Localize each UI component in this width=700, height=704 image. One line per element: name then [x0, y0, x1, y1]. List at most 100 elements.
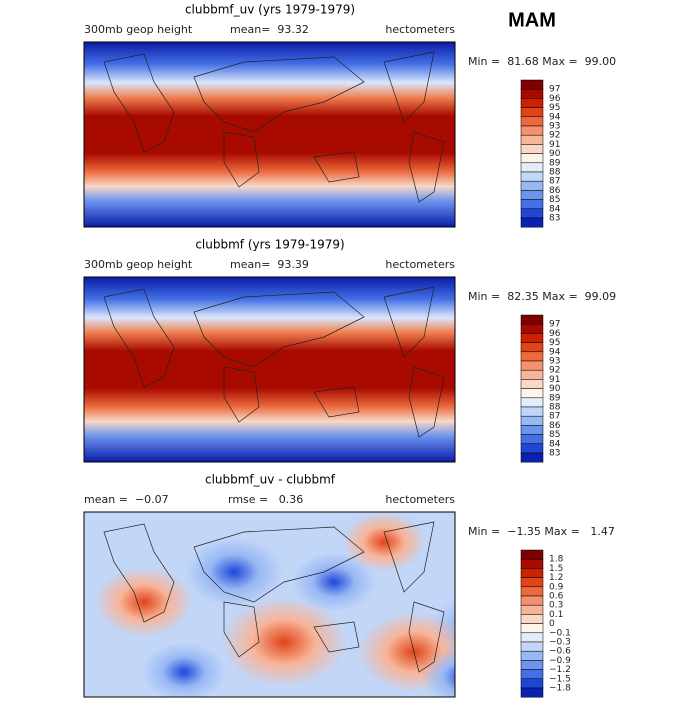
colorbar-box — [520, 623, 544, 634]
colorbar-box — [520, 443, 544, 454]
colorbar-label: 89 — [549, 158, 561, 168]
coastline — [103, 521, 445, 673]
colorbar-box — [520, 180, 544, 191]
panel-title: clubbmf_uv - clubbmf — [205, 473, 336, 487]
colorbar-label: 95 — [549, 103, 560, 113]
colorbar-box — [520, 107, 544, 118]
colorbar-box — [520, 660, 544, 670]
colorbar-label: 96 — [549, 94, 561, 104]
colorbar-label: 0.9 — [549, 582, 564, 592]
colorbar-box — [520, 171, 544, 182]
colorbar-label: 89 — [549, 393, 561, 403]
colorbar-label: 91 — [549, 140, 560, 150]
colorbar-box — [520, 314, 544, 325]
coastline — [103, 286, 445, 438]
colorbar-box — [520, 406, 544, 417]
colorbar-label: 97 — [549, 85, 560, 95]
colorbar-label: 94 — [549, 347, 561, 357]
colorbar-box — [520, 687, 544, 698]
colorbar-label: 97 — [549, 320, 560, 330]
colorbar-box — [520, 614, 544, 624]
colorbar-box — [520, 434, 544, 445]
anomaly — [221, 597, 347, 687]
colorbar-box — [520, 369, 544, 380]
colorbar-box — [520, 351, 544, 362]
colorbar-box — [520, 162, 544, 173]
colorbar-label: 83 — [549, 449, 560, 459]
colorbar-label: 0 — [549, 619, 555, 629]
panel-middle-label: rmse = 0.36 — [228, 493, 303, 506]
colorbar-label: 88 — [549, 168, 561, 178]
colorbar-label: 1.5 — [549, 564, 563, 574]
colorbar-box — [520, 586, 544, 597]
panel-range: Min = 81.68 Max = 99.00 — [468, 55, 616, 68]
colorbar-box — [520, 323, 544, 334]
colorbar-box — [520, 604, 544, 615]
colorbar-box — [520, 134, 544, 145]
colorbar-box — [520, 415, 544, 426]
panel-units: hectometers — [385, 23, 455, 36]
colorbar-label: −1.2 — [549, 665, 571, 675]
colorbar-box — [520, 452, 544, 463]
colorbar-label: 86 — [549, 421, 561, 431]
colorbar-box — [520, 558, 544, 569]
colorbar-label: 84 — [549, 439, 561, 449]
panel-range: Min = −1.35 Max = 1.47 — [468, 525, 615, 538]
anomalies — [95, 512, 455, 697]
map — [83, 511, 456, 698]
map-frame — [83, 276, 456, 463]
colorbar-label: 85 — [549, 430, 560, 440]
colorbar-box — [520, 190, 544, 200]
colorbar-label: 0.1 — [549, 610, 563, 620]
colorbar-label: 91 — [549, 375, 560, 385]
panel-units: hectometers — [385, 493, 455, 506]
colorbar-label: 83 — [549, 214, 560, 224]
season-title: MAM — [508, 9, 556, 31]
anomaly — [422, 647, 455, 697]
panel-range: Min = 82.35 Max = 99.09 — [468, 290, 616, 303]
colorbar-box — [520, 360, 544, 371]
colorbar-label: 87 — [549, 412, 560, 422]
anomaly — [95, 567, 193, 637]
colorbar-label: 96 — [549, 329, 561, 339]
map-frame — [83, 511, 456, 698]
anomaly — [342, 512, 426, 572]
panel-left-label: 300mb geop height — [84, 23, 193, 36]
colorbar-box — [520, 577, 544, 588]
colorbar-label: 93 — [549, 357, 560, 367]
map — [83, 41, 456, 228]
colorbar-label: 90 — [549, 149, 561, 159]
colorbar-box — [520, 98, 544, 108]
colorbar-label: −0.3 — [549, 638, 571, 648]
panel-title: clubbmf (yrs 1979-1979) — [195, 238, 344, 252]
colorbar-box — [520, 208, 544, 219]
colorbar-label: 92 — [549, 366, 560, 376]
panel-left-label: 300mb geop height — [84, 258, 193, 271]
colorbar-box — [520, 425, 544, 435]
map — [83, 276, 456, 463]
map-frame — [83, 41, 456, 228]
colorbar-box — [520, 549, 544, 560]
colorbar-label: 86 — [549, 186, 561, 196]
colorbar-label: 94 — [549, 112, 561, 122]
colorbar-box — [520, 641, 544, 652]
panel-title: clubbmf_uv (yrs 1979-1979) — [185, 3, 355, 17]
colorbar-label: 0.3 — [549, 601, 563, 611]
colorbar-label: 84 — [549, 204, 561, 214]
colorbar-label: −0.6 — [549, 647, 571, 657]
colorbar-box — [520, 125, 544, 136]
panel-middle-label: mean= 93.32 — [230, 23, 309, 36]
anomaly — [292, 552, 376, 612]
colorbar-label: 85 — [549, 195, 560, 205]
colorbar-box — [520, 632, 544, 643]
colorbar-box — [520, 397, 544, 408]
anomaly — [142, 642, 226, 697]
colorbar-box — [520, 88, 544, 99]
colorbar-box — [520, 595, 544, 606]
colorbar-box — [520, 678, 544, 689]
colorbar-box — [520, 153, 544, 164]
colorbar-label: 1.2 — [549, 573, 563, 583]
panel-middle-label: mean= 93.39 — [230, 258, 309, 271]
colorbar-label: 92 — [549, 131, 560, 141]
colorbar-label: 90 — [549, 384, 561, 394]
